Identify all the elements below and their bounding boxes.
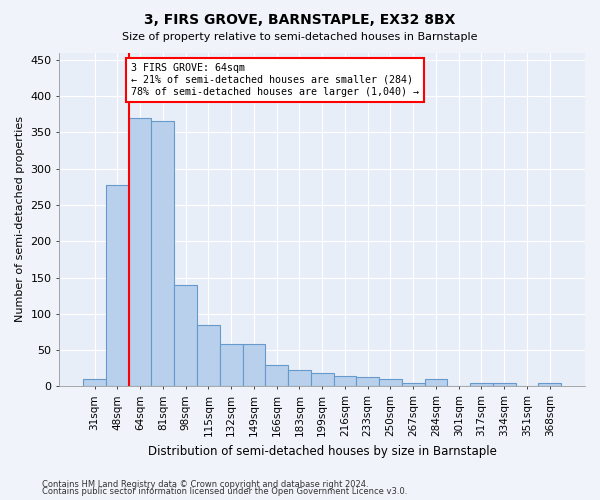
Bar [129,118,151,386]
Bar [83,379,106,386]
Text: 3 FIRS GROVE: 64sqm
← 21% of semi-detached houses are smaller (284)
78% of semi-: 3 FIRS GROVE: 64sqm ← 21% of semi-detach… [131,64,419,96]
Text: Contains public sector information licensed under the Open Government Licence v3: Contains public sector information licen… [42,487,407,496]
Bar [220,344,242,387]
Bar [197,324,220,386]
Bar [334,376,356,386]
X-axis label: Distribution of semi-detached houses by size in Barnstaple: Distribution of semi-detached houses by … [148,444,497,458]
Bar [151,122,174,386]
Text: Size of property relative to semi-detached houses in Barnstaple: Size of property relative to semi-detach… [122,32,478,42]
Bar [425,379,448,386]
Bar [106,184,129,386]
Bar [538,384,561,386]
Bar [265,364,288,386]
Bar [470,384,493,386]
Bar [174,285,197,386]
Bar [311,374,334,386]
Bar [288,370,311,386]
Bar [402,383,425,386]
Text: 3, FIRS GROVE, BARNSTAPLE, EX32 8BX: 3, FIRS GROVE, BARNSTAPLE, EX32 8BX [145,12,455,26]
Bar [356,377,379,386]
Text: Contains HM Land Registry data © Crown copyright and database right 2024.: Contains HM Land Registry data © Crown c… [42,480,368,489]
Bar [379,379,402,386]
Y-axis label: Number of semi-detached properties: Number of semi-detached properties [15,116,25,322]
Bar [493,384,515,386]
Bar [242,344,265,387]
